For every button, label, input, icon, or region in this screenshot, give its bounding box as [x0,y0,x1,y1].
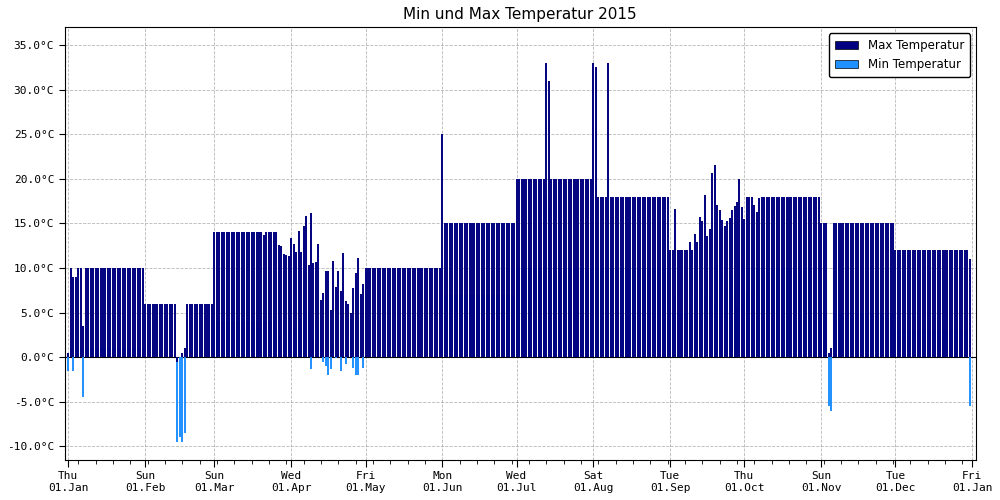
Legend: Max Temperatur, Min Temperatur: Max Temperatur, Min Temperatur [829,33,970,77]
Title: Min und Max Temperatur 2015: Min und Max Temperatur 2015 [403,7,637,22]
